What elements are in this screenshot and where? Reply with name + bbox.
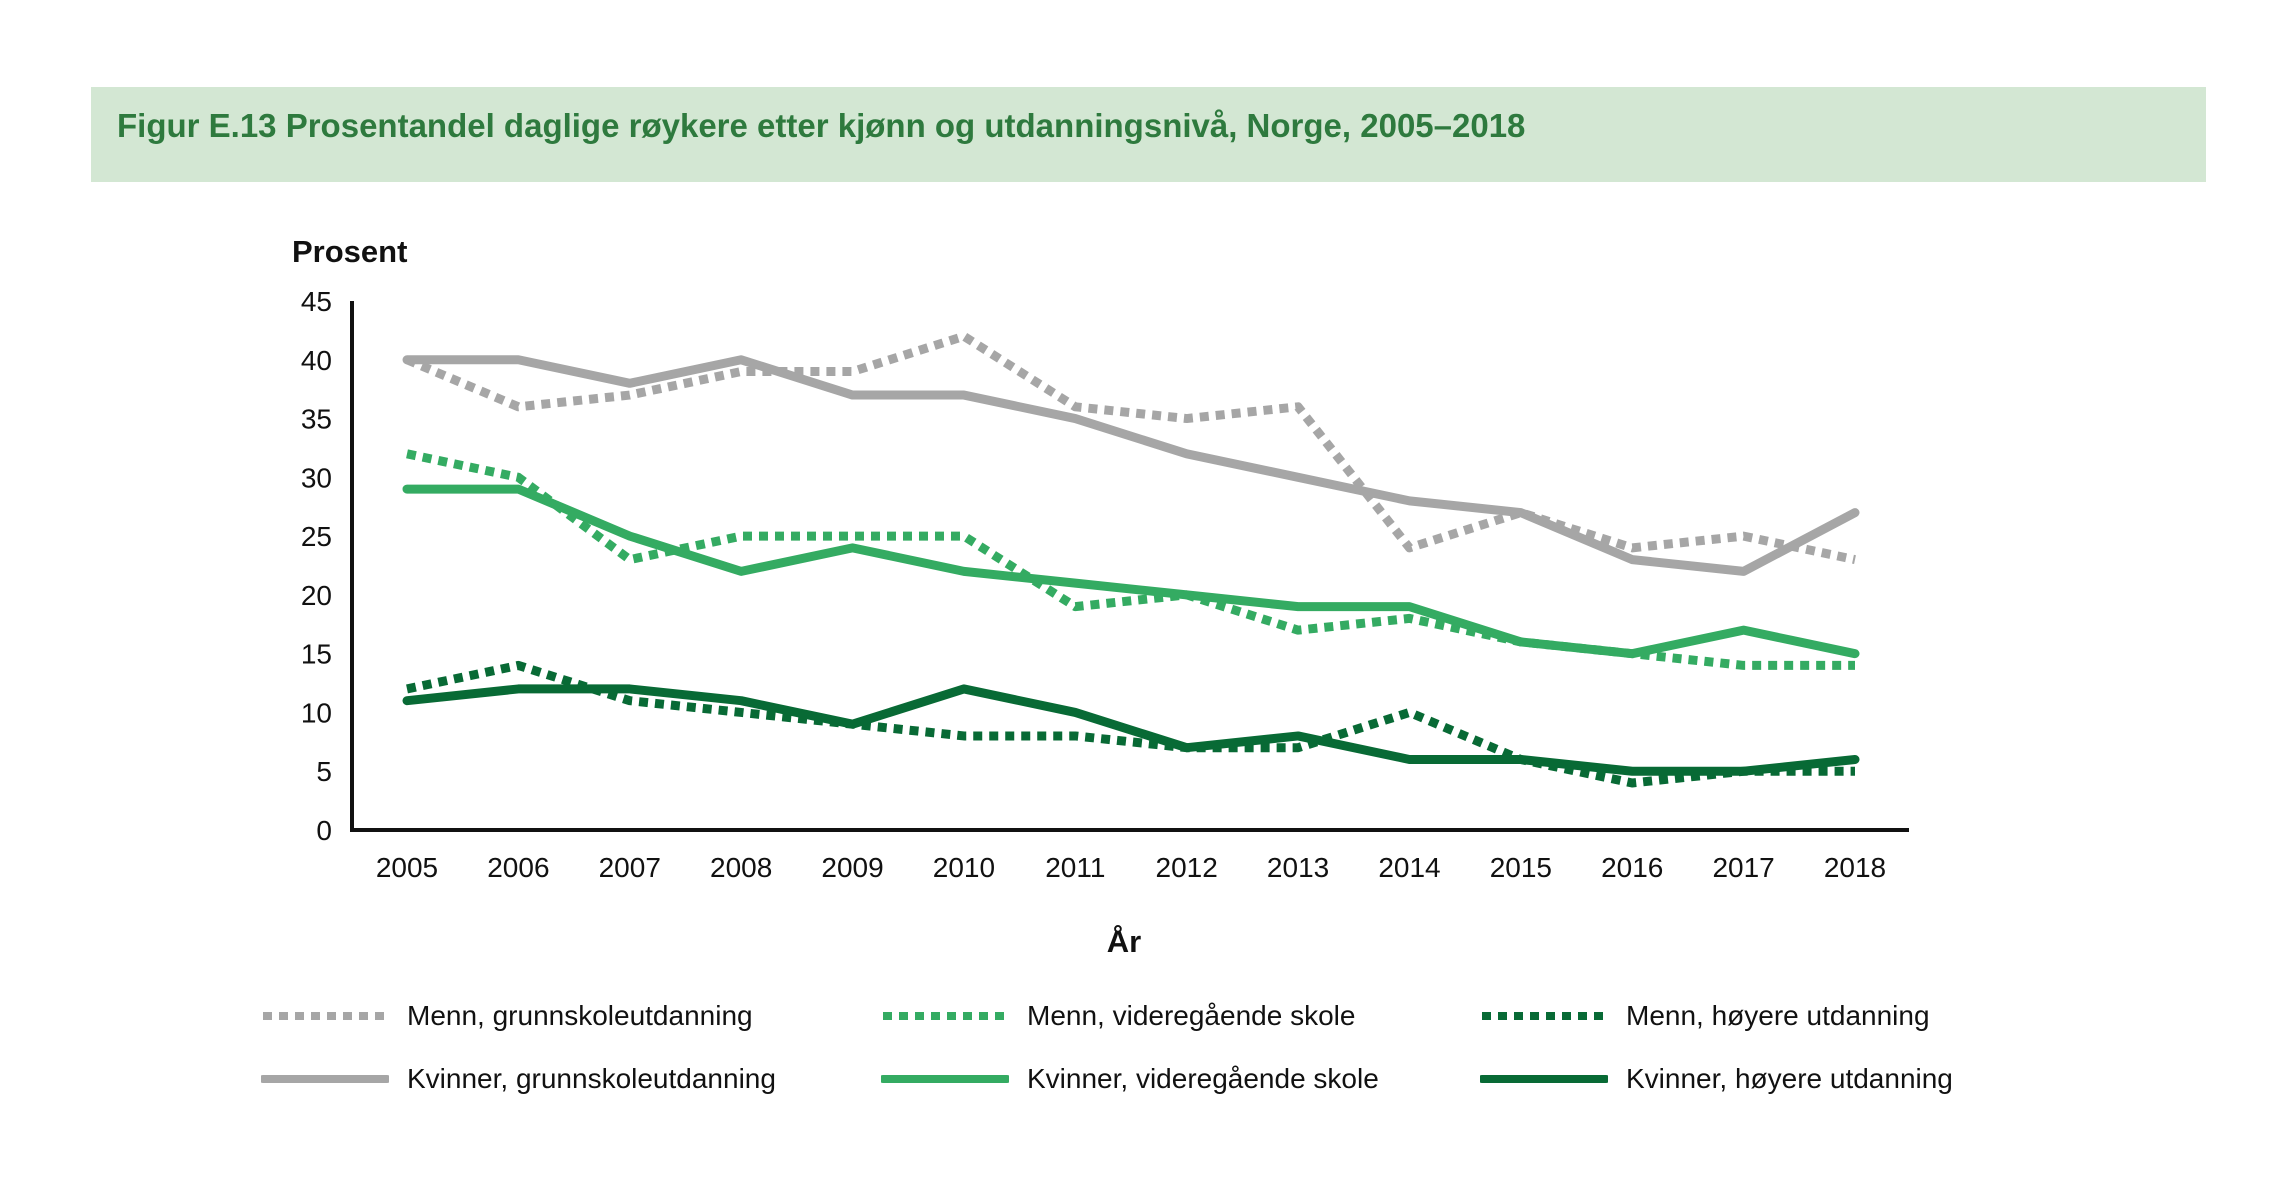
legend-label: Menn, høyere utdanning [1626,1000,1930,1031]
x-tick-label: 2010 [933,852,995,883]
x-tick-label: 2011 [1045,852,1105,883]
x-tick-label: 2018 [1824,852,1886,883]
legend-label: Menn, grunnskoleutdanning [407,1000,753,1031]
legend-swatch [1482,1012,1606,1020]
legend-swatch [1480,1075,1608,1083]
y-tick-label: 35 [301,404,332,435]
x-tick-label: 2017 [1712,852,1774,883]
x-tick-label: 2013 [1267,852,1329,883]
series-line-4 [402,355,1860,576]
x-tick-label: 2006 [487,852,549,883]
legend-label: Kvinner, videregående skole [1027,1063,1379,1094]
series-line-5 [402,484,1860,659]
series-line-6 [402,684,1860,776]
y-tick-label: 20 [301,580,332,611]
legend-item: Kvinner, videregående skole [881,1059,1379,1099]
legend-swatch [881,1075,1009,1083]
x-tick-label: 2015 [1490,852,1552,883]
series-line-1 [405,331,1856,565]
x-tick-label: 2008 [710,852,772,883]
y-axis-label: Prosent [292,234,407,269]
title-banner: Figur E.13 Prosentandel daglige røykere … [91,87,2206,182]
legend-swatch [261,1075,389,1083]
legend-item: Menn, grunnskoleutdanning [261,996,753,1036]
y-tick-label: 25 [301,521,332,552]
series-line-3 [406,660,1855,788]
x-tick-label: 2014 [1378,852,1440,883]
legend-swatch [883,1012,1007,1020]
legend-label: Kvinner, høyere utdanning [1626,1063,1953,1094]
x-tick-label: 2005 [376,852,438,883]
legend-swatch [263,1012,387,1020]
x-axis-label: År [1107,924,1141,959]
y-tick-label: 10 [301,697,332,728]
legend-label: Kvinner, grunnskoleutdanning [407,1063,776,1094]
y-tick-label: 0 [316,815,332,846]
y-tick-label: 40 [301,345,332,376]
legend-label: Menn, videregående skole [1027,1000,1356,1031]
legend-item: Kvinner, grunnskoleutdanning [261,1059,776,1099]
legend-item: Menn, videregående skole [881,996,1355,1036]
legend-item: Menn, høyere utdanning [1480,996,1930,1036]
y-tick-label: 45 [301,286,332,317]
x-tick-label: 2016 [1601,852,1663,883]
y-tick-label: 15 [301,639,332,670]
chart-title: Figur E.13 Prosentandel daglige røykere … [117,107,1526,144]
y-tick-label: 30 [301,462,332,493]
x-tick-label: 2009 [821,852,883,883]
y-tick-label: 5 [316,756,332,787]
x-tick-label: 2012 [1156,852,1218,883]
x-tick-label: 2007 [599,852,661,883]
legend-item: Kvinner, høyere utdanning [1480,1059,1953,1099]
